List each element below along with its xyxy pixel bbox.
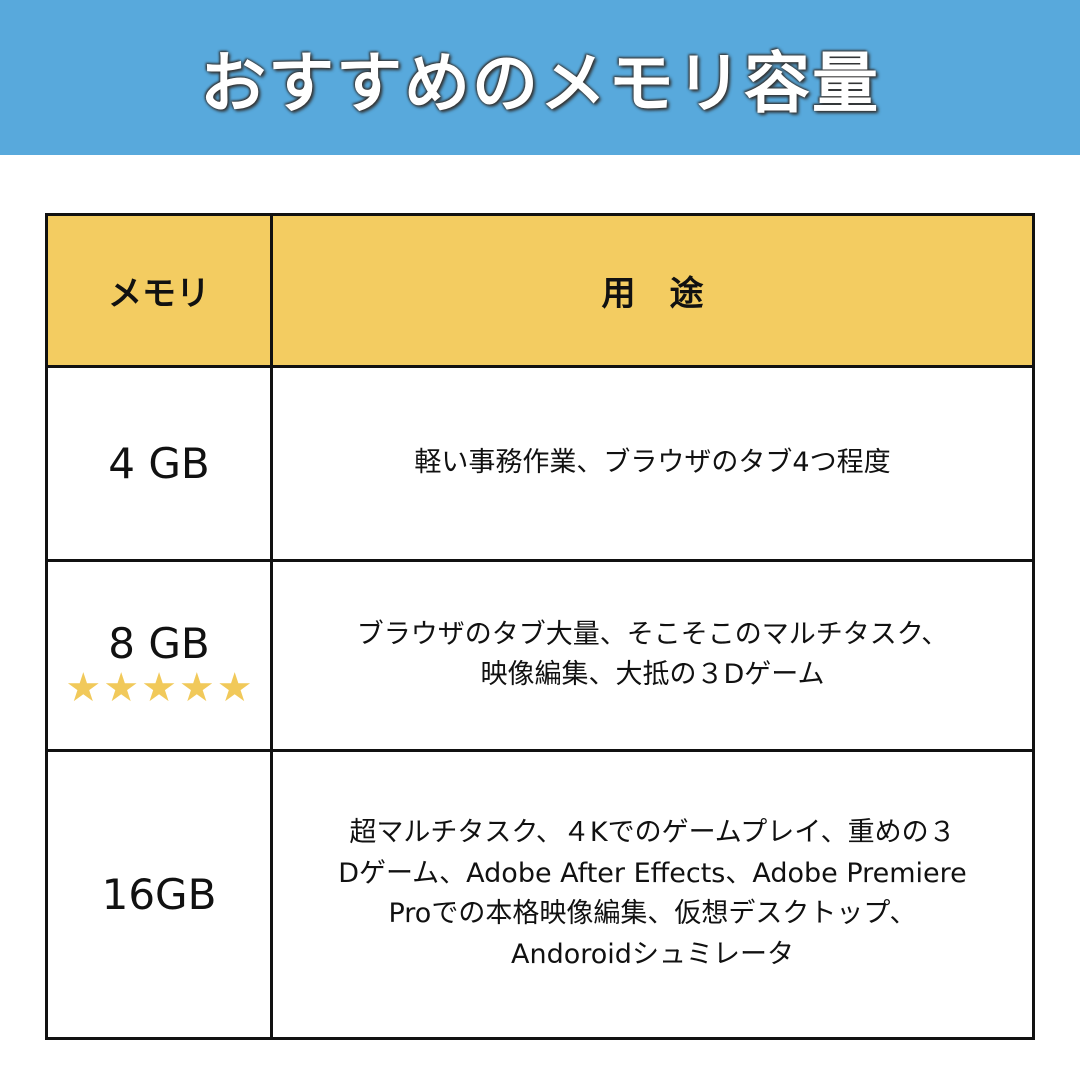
usage-line: 軽い事務作業、ブラウザのタブ4つ程度: [414, 446, 891, 478]
star-icon: ★: [65, 665, 102, 712]
memory-cell: 4 GB: [45, 364, 273, 562]
star-icon: ★: [216, 665, 253, 712]
header-usage: 用 途: [270, 213, 1035, 368]
usage-line: Proでの本格映像編集、仮想デスクトップ、: [388, 898, 917, 930]
star-rating: ★ ★ ★ ★ ★: [49, 668, 269, 708]
star-icon: ★: [141, 665, 177, 712]
table-row: 8 GB ★ ★ ★ ★ ★ ブラウザのタブ大量、そこそこのマルチタスク、 映像…: [45, 558, 1035, 752]
usage-cell: ブラウザのタブ大量、そこそこのマルチタスク、 映像編集、大抵の３Dゲーム: [270, 558, 1035, 752]
header-memory: メモリ: [45, 213, 273, 368]
usage-line: ブラウザのタブ大量、そこそこのマルチタスク、: [356, 618, 949, 650]
usage-cell: 超マルチタスク、４Kでのゲームプレイ、重めの３ Dゲーム、Adobe After…: [270, 748, 1035, 1041]
memory-cell: 16GB: [45, 748, 273, 1041]
title-banner: おすすめのメモリ容量: [0, 0, 1080, 155]
memory-value: 8 GB: [108, 619, 210, 669]
usage-line: Andoroidシュミレータ: [511, 938, 794, 970]
usage-line: 超マルチタスク、４Kでのゲームプレイ、重めの３: [349, 817, 956, 849]
usage-line: Dゲーム、Adobe After Effects、Adobe Premiere: [338, 857, 967, 889]
table-row: 4 GB 軽い事務作業、ブラウザのタブ4つ程度: [45, 364, 1035, 562]
memory-table: メモリ 用 途 4 GB 軽い事務作業、ブラウザのタブ4つ程度 8 GB ★ ★…: [45, 213, 1035, 1041]
memory-cell: 8 GB ★ ★ ★ ★ ★: [45, 558, 273, 752]
usage-cell: 軽い事務作業、ブラウザのタブ4つ程度: [270, 364, 1035, 562]
usage-line: 映像編集、大抵の３Dゲーム: [480, 659, 825, 691]
page-title: おすすめのメモリ容量: [200, 44, 880, 122]
star-icon: ★: [103, 665, 140, 712]
star-icon: ★: [178, 665, 215, 712]
table-header-row: メモリ 用 途: [45, 213, 1035, 368]
table-row: 16GB 超マルチタスク、４Kでのゲームプレイ、重めの３ Dゲーム、Adobe …: [45, 748, 1035, 1041]
